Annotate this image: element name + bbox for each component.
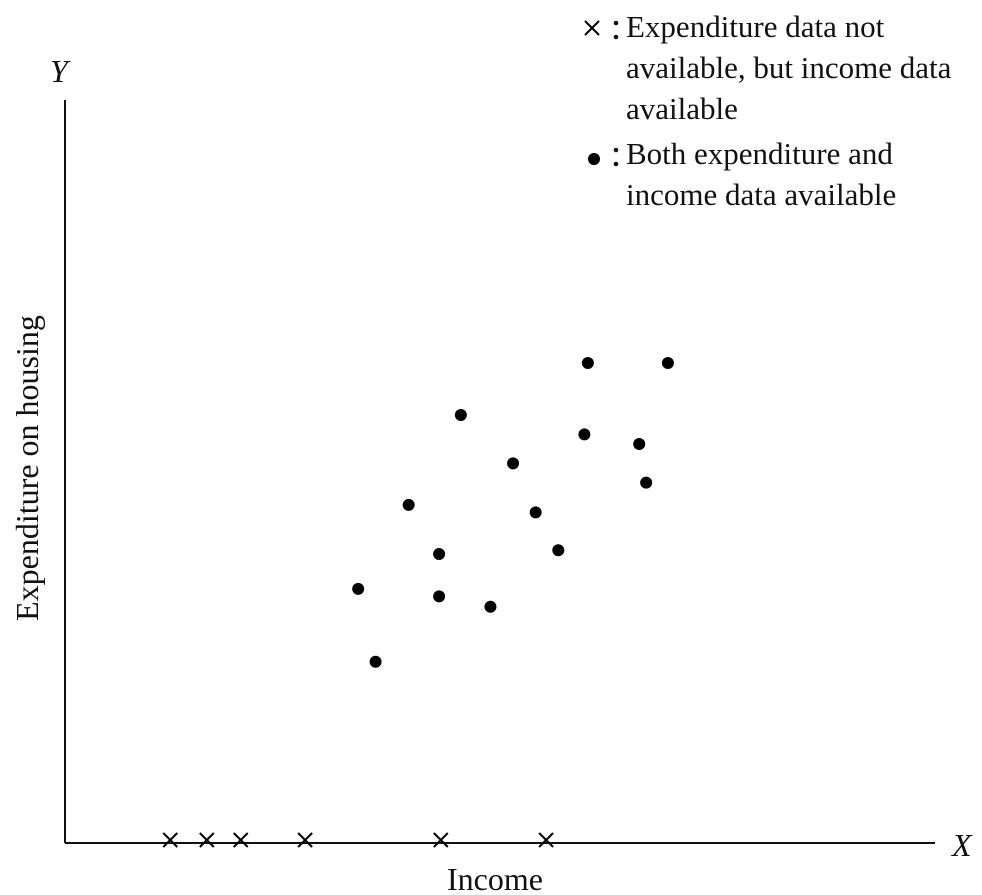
dot-point: [402, 498, 415, 511]
legend-colon: [613, 34, 619, 40]
legend-colon: [613, 161, 619, 167]
x-axis-symbol: X: [950, 827, 973, 863]
legend-entry: Expenditure data not available, but inco…: [578, 6, 978, 129]
legend-marker: [588, 147, 619, 167]
dot-point: [484, 600, 497, 613]
cross-point: [199, 832, 215, 848]
y-axis-symbol: Y: [50, 53, 71, 89]
dot-point: [352, 582, 365, 595]
cross-point: [162, 832, 178, 848]
x-axis-label: Income: [447, 861, 543, 895]
dot-point: [433, 547, 446, 560]
cross-point: [233, 832, 249, 848]
legend-colon: [613, 147, 619, 153]
legend: Expenditure data not available, but inco…: [578, 6, 978, 219]
legend-marker: [584, 20, 619, 40]
dot-point: [581, 357, 594, 370]
dot-point: [633, 438, 646, 451]
cross-point: [297, 832, 313, 848]
dot-point: [578, 428, 591, 441]
cross-point: [538, 832, 554, 848]
dot-point: [433, 590, 446, 603]
y-axis-label: Expenditure on housing: [9, 315, 45, 621]
cross-point: [584, 20, 600, 36]
dot-point: [369, 655, 382, 668]
dot-point: [507, 457, 520, 470]
dot-point: [640, 476, 653, 489]
cross-point: [433, 832, 449, 848]
dot-point: [661, 357, 674, 370]
dot-point: [552, 544, 565, 557]
dot-point: [454, 409, 467, 422]
legend-label: Expenditure data not available, but inco…: [626, 9, 952, 126]
legend-label: Both expenditure and income data availab…: [626, 136, 897, 212]
legend-entry: Both expenditure and income data availab…: [578, 133, 978, 215]
dot-point: [529, 506, 542, 519]
dot-point: [588, 153, 600, 165]
legend-colon: [613, 20, 619, 26]
